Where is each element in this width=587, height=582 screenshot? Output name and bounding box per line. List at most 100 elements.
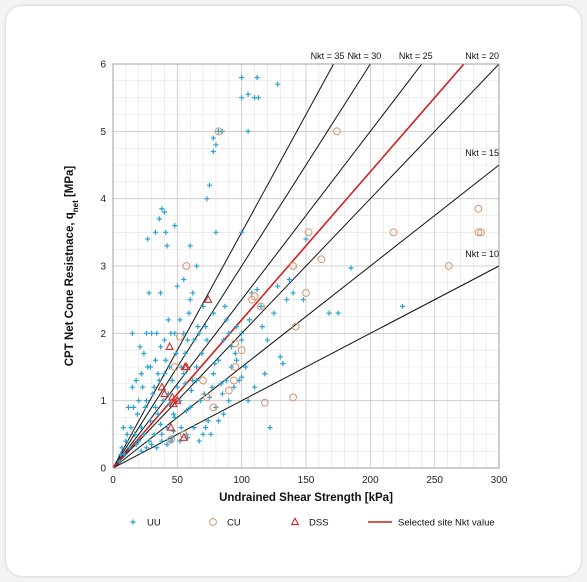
- uu-point: [147, 364, 153, 370]
- uu-point: [143, 398, 150, 404]
- uu-point: [190, 290, 196, 296]
- cu-point: [332, 127, 341, 136]
- uu-point: [233, 324, 240, 330]
- uu-point: [255, 95, 261, 101]
- uu-point: [181, 330, 187, 336]
- uu-point: [199, 350, 205, 357]
- uu-point: [139, 384, 146, 390]
- cu-point: [289, 262, 298, 270]
- uu-point: [215, 357, 222, 363]
- dss-point: [182, 362, 191, 371]
- x-tick-label: 300: [491, 475, 508, 486]
- uu-point: [205, 418, 211, 424]
- cu-point: [289, 393, 298, 402]
- cu-point: [230, 376, 238, 385]
- uu-point: [221, 411, 227, 417]
- y-tick-label: 2: [100, 329, 106, 340]
- dss-point: [167, 392, 177, 401]
- uu-point: [186, 310, 192, 316]
- uu-point: [271, 310, 277, 316]
- uu-point: [163, 357, 169, 363]
- dss-point: [169, 399, 178, 408]
- x-tick-label: 150: [298, 475, 315, 486]
- uu-point: [128, 425, 134, 431]
- uu-point: [141, 350, 147, 357]
- uu-point: [160, 398, 166, 404]
- uu-point: [172, 223, 178, 229]
- uu-point: [136, 398, 142, 404]
- uu-point: [223, 317, 229, 323]
- nkt-line: [113, 265, 499, 468]
- uu-point: [177, 438, 183, 444]
- uu-point: [161, 209, 168, 215]
- uu-point: [267, 425, 273, 431]
- uu-point: [246, 317, 252, 323]
- cu-point: [179, 430, 188, 439]
- uu-point: [158, 344, 164, 350]
- cu-point: [248, 295, 256, 304]
- uu-point: [118, 451, 124, 458]
- dss-point: [165, 341, 174, 350]
- uu-point: [232, 350, 238, 357]
- uu-point: [219, 391, 225, 397]
- uu-point: [138, 425, 144, 431]
- uu-point: [399, 303, 406, 309]
- uu-point: [182, 381, 188, 387]
- cu-point: [170, 363, 179, 371]
- uu-point: [161, 371, 168, 377]
- uu-point: [177, 317, 183, 323]
- legend-cu-marker: [209, 518, 217, 526]
- cu-point: [167, 435, 175, 444]
- uu-point: [169, 377, 175, 384]
- uu-point: [191, 337, 197, 343]
- uu-point: [120, 425, 126, 431]
- uu-point: [129, 384, 135, 390]
- nkt-label: Nkt = 20: [465, 51, 499, 61]
- scatter-chart: 0 50 100 150 200 250 300 0 1 2 3 4 5 6 Nkt = 10 Nkt = 1…: [64, 51, 508, 529]
- uu-point: [200, 303, 206, 309]
- uu-point: [156, 377, 162, 384]
- uu-point: [326, 310, 332, 316]
- uu-point: [152, 404, 159, 410]
- uu-point: [125, 404, 132, 410]
- uu-point: [164, 441, 170, 448]
- uu-point: [226, 330, 232, 336]
- cu-point: [231, 339, 240, 348]
- uu-point: [146, 290, 152, 296]
- uu-point: [137, 344, 143, 350]
- uu-point: [127, 445, 133, 451]
- uu-point: [215, 418, 222, 424]
- nkt-label: Nkt = 35: [311, 51, 345, 61]
- chart-card: 0 50 100 150 200 250 300 0 1 2 3 4 5 6 Nkt = 10 Nkt = 1…: [6, 6, 581, 576]
- uu-point: [277, 354, 283, 360]
- uu-point: [170, 411, 177, 417]
- uu-point: [239, 337, 245, 343]
- uu-point: [290, 290, 296, 296]
- x-tick-label: 0: [110, 475, 116, 486]
- uu-point: [223, 377, 229, 384]
- legend-label: CU: [227, 518, 241, 529]
- uu-point: [164, 243, 170, 249]
- uu-point: [226, 398, 232, 404]
- uu-point: [262, 371, 268, 377]
- uu-point: [286, 276, 292, 283]
- legend-label: Selected site Nkt value: [398, 518, 495, 529]
- cu-point: [304, 228, 313, 237]
- uu-point: [173, 350, 179, 357]
- uu-point: [168, 330, 174, 336]
- uu-point: [152, 229, 159, 235]
- legend-label: DSS: [309, 518, 329, 529]
- uu-point: [152, 357, 159, 363]
- uu-point: [222, 303, 228, 309]
- legend-uu-marker: [130, 519, 136, 525]
- cu-point: [182, 262, 191, 270]
- cu-point: [477, 228, 485, 237]
- uu-point: [146, 438, 152, 444]
- uu-point: [239, 74, 245, 81]
- uu-point: [239, 374, 245, 380]
- y-tick-label: 5: [100, 127, 106, 138]
- uu-point: [213, 142, 219, 148]
- dss-point: [173, 395, 182, 404]
- cu-point: [260, 398, 269, 407]
- uu-point: [254, 74, 260, 81]
